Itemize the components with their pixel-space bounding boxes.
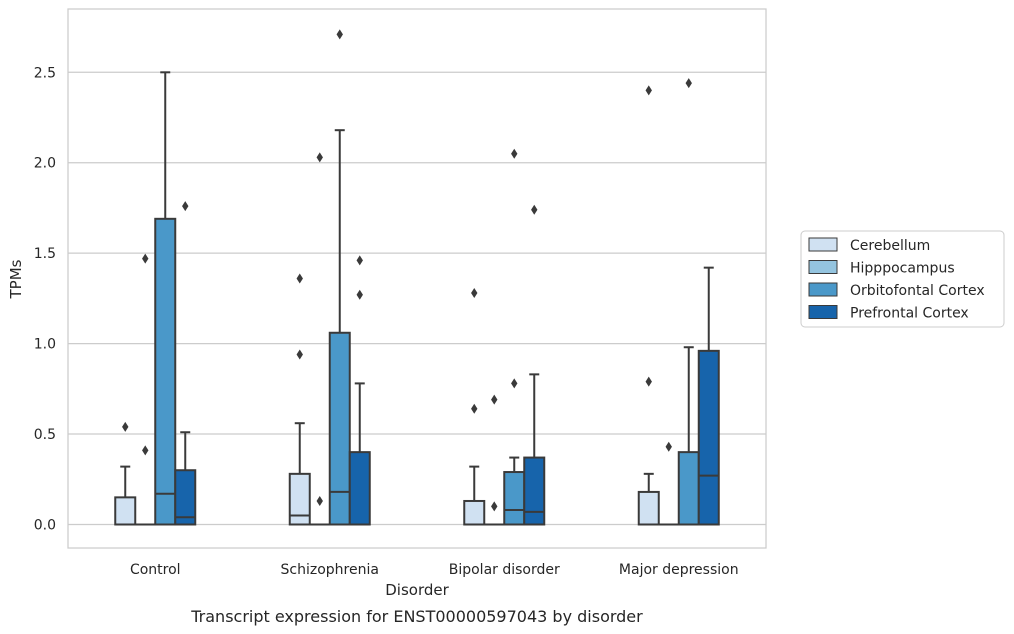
- outlier-point: [142, 253, 149, 264]
- chart-caption: Transcript expression for ENST0000059704…: [190, 607, 643, 626]
- box-group: [697, 266, 720, 526]
- outlier-point: [491, 501, 498, 512]
- outlier-point: [296, 273, 303, 284]
- outlier-point: [142, 445, 149, 456]
- outlier-point: [491, 394, 498, 405]
- box-group: [677, 78, 700, 526]
- box: [288, 472, 311, 526]
- box-group: [657, 441, 680, 526]
- legend-swatch: [808, 260, 838, 274]
- box: [328, 331, 351, 526]
- box-group: [637, 85, 660, 526]
- y-tick-label: 1.0: [34, 337, 56, 353]
- box-group: [328, 29, 351, 526]
- box-group: [483, 394, 506, 526]
- y-axis-label: TPMs: [7, 259, 25, 299]
- outlier-point: [316, 495, 323, 506]
- box-group: [288, 273, 311, 526]
- box-group: [348, 255, 371, 526]
- box: [697, 349, 720, 526]
- box: [154, 217, 177, 526]
- legend-label: Hipppocampus: [850, 261, 955, 277]
- legend: Cerebellum Hipppocampus Orbitofontal Corte…: [800, 230, 1005, 328]
- box-group: [463, 287, 486, 526]
- box: [637, 490, 660, 526]
- box-group: [503, 148, 526, 526]
- legend-label: Orbitofontal Cortex: [850, 283, 985, 299]
- box: [348, 451, 371, 526]
- outlier-point: [531, 204, 538, 215]
- legend-label: Prefrontal Cortex: [850, 306, 969, 322]
- box-marks: [114, 29, 720, 526]
- outlier-point: [182, 201, 189, 212]
- outlier-point: [471, 403, 478, 414]
- x-tick-label: Bipolar disorder: [449, 562, 560, 578]
- x-tick-label: Major depression: [619, 562, 739, 578]
- box: [677, 451, 700, 526]
- outlier-point: [665, 441, 672, 452]
- box-group: [114, 421, 137, 526]
- outlier-point: [356, 289, 363, 300]
- outlier-point: [645, 376, 652, 387]
- y-tick-label: 1.5: [34, 246, 56, 262]
- outlier-point: [296, 349, 303, 360]
- y-tick-label: 0.5: [34, 427, 56, 443]
- x-axis-label: Disorder: [385, 581, 449, 599]
- legend-swatch: [808, 282, 838, 297]
- box-group: [308, 152, 331, 526]
- box-group: [174, 201, 197, 526]
- box: [503, 471, 526, 526]
- outlier-point: [471, 287, 478, 298]
- outlier-point: [336, 29, 343, 40]
- outlier-point: [685, 78, 692, 89]
- y-axis-ticks: 0.0 0.5 1.0 1.5 2.0 2.5: [34, 65, 56, 533]
- box-group: [523, 204, 546, 526]
- box: [523, 456, 546, 526]
- box: [174, 469, 197, 526]
- outlier-point: [511, 378, 518, 389]
- legend-swatch: [808, 305, 838, 319]
- plot-area-frame: [67, 8, 767, 549]
- legend-frame: [800, 230, 1005, 328]
- outlier-point: [316, 152, 323, 163]
- outlier-point: [511, 148, 518, 159]
- box: [463, 499, 486, 526]
- y-tick-label: 0.0: [34, 517, 56, 533]
- outlier-point: [645, 85, 652, 96]
- x-tick-label: Control: [130, 562, 181, 578]
- box: [114, 496, 137, 526]
- outlier-point: [122, 421, 129, 432]
- y-tick-label: 2.0: [34, 156, 56, 172]
- legend-label: Cerebellum: [850, 238, 930, 254]
- box-group: [154, 71, 177, 526]
- outlier-point: [356, 255, 363, 266]
- x-axis-ticks: Control Schizophrenia Bipolar disorder Majo…: [130, 562, 739, 578]
- x-tick-label: Schizophrenia: [281, 562, 379, 578]
- y-tick-label: 2.5: [34, 65, 56, 81]
- box-group: [134, 253, 157, 526]
- legend-swatch: [808, 237, 838, 252]
